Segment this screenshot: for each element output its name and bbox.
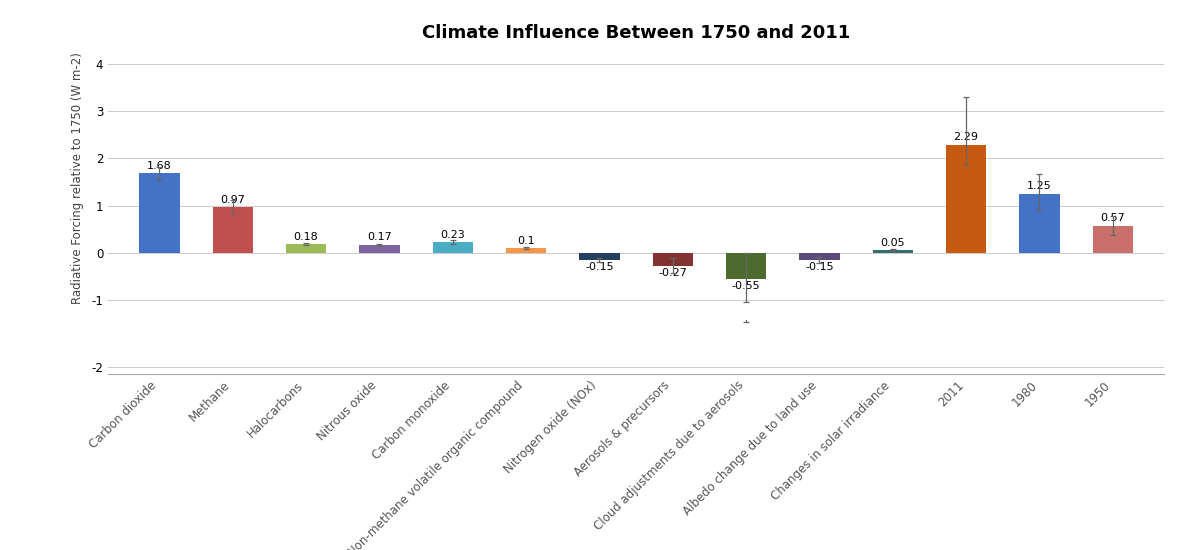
Text: 0.57: 0.57 <box>1100 213 1126 223</box>
Y-axis label: Radiative Forcing relative to 1750 (W m-2): Radiative Forcing relative to 1750 (W m-… <box>71 52 84 304</box>
Text: 0.17: 0.17 <box>367 233 391 243</box>
Text: 1.25: 1.25 <box>1027 182 1051 191</box>
Text: 0.05: 0.05 <box>881 238 905 248</box>
Bar <box>872 250 913 253</box>
Bar <box>506 248 546 253</box>
Bar <box>286 244 326 253</box>
Bar <box>506 268 546 272</box>
Bar <box>580 272 619 279</box>
Title: Climate Influence Between 1750 and 2011: Climate Influence Between 1750 and 2011 <box>422 24 850 42</box>
Bar <box>726 253 766 279</box>
Bar <box>432 261 473 272</box>
Text: -0.15: -0.15 <box>805 262 834 272</box>
Bar <box>653 253 692 266</box>
Bar <box>359 265 400 272</box>
Bar <box>799 253 840 260</box>
Text: -0.55: -0.55 <box>732 281 761 291</box>
Bar <box>359 245 400 253</box>
Bar <box>432 242 473 253</box>
Bar <box>212 207 253 253</box>
Text: -0.15: -0.15 <box>586 262 613 272</box>
Bar <box>1092 226 1133 253</box>
Bar <box>139 173 180 253</box>
Bar <box>139 193 180 272</box>
Bar <box>946 164 986 272</box>
Bar <box>726 272 766 298</box>
Text: 0.1: 0.1 <box>517 236 535 246</box>
Text: 2.29: 2.29 <box>954 132 978 142</box>
Text: -0.27: -0.27 <box>659 268 688 278</box>
Text: 0.23: 0.23 <box>440 229 466 240</box>
Bar <box>286 264 326 272</box>
Bar <box>212 227 253 272</box>
Bar <box>1092 245 1133 272</box>
Text: 0.97: 0.97 <box>221 195 245 205</box>
Bar <box>653 272 692 285</box>
Text: 0.18: 0.18 <box>294 232 318 242</box>
Bar <box>872 270 913 272</box>
Bar <box>799 272 840 279</box>
Text: 1.68: 1.68 <box>146 161 172 171</box>
Bar <box>1019 213 1060 272</box>
Bar <box>580 253 619 260</box>
Bar <box>946 145 986 253</box>
Bar <box>1019 194 1060 253</box>
